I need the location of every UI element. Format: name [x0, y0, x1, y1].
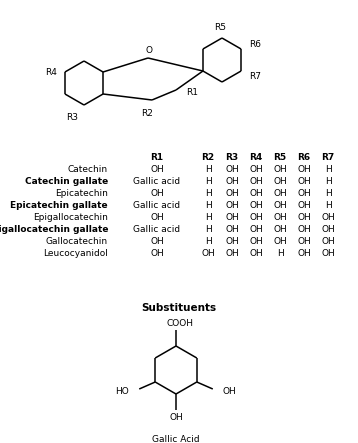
Text: OH: OH — [321, 225, 335, 233]
Text: OH: OH — [297, 249, 311, 257]
Text: OH: OH — [321, 237, 335, 245]
Text: OH: OH — [225, 237, 239, 245]
Text: OH: OH — [150, 213, 164, 222]
Text: H: H — [205, 176, 211, 186]
Text: Epigallocatechin: Epigallocatechin — [33, 213, 108, 222]
Text: OH: OH — [297, 237, 311, 245]
Text: R4: R4 — [45, 67, 57, 77]
Text: OH: OH — [321, 249, 335, 257]
Text: OH: OH — [225, 249, 239, 257]
Text: H: H — [205, 213, 211, 222]
Text: H: H — [205, 237, 211, 245]
Text: H: H — [205, 201, 211, 210]
Text: R6: R6 — [249, 39, 261, 48]
Text: H: H — [325, 176, 332, 186]
Text: Leucocyanidol: Leucocyanidol — [43, 249, 108, 257]
Text: O: O — [145, 46, 153, 54]
Text: H: H — [205, 164, 211, 174]
Text: R4: R4 — [250, 152, 263, 162]
Text: R6: R6 — [297, 152, 310, 162]
Text: OH: OH — [225, 176, 239, 186]
Text: OH: OH — [150, 249, 164, 257]
Text: R2: R2 — [202, 152, 214, 162]
Text: HO: HO — [116, 388, 129, 396]
Text: H: H — [325, 189, 332, 198]
Text: OH: OH — [249, 201, 263, 210]
Text: OH: OH — [150, 164, 164, 174]
Text: OH: OH — [225, 225, 239, 233]
Text: OH: OH — [225, 164, 239, 174]
Text: R2: R2 — [141, 109, 153, 117]
Text: OH: OH — [297, 176, 311, 186]
Text: OH: OH — [225, 213, 239, 222]
Text: OH: OH — [150, 237, 164, 245]
Text: Gallic Acid: Gallic Acid — [152, 435, 200, 443]
Text: OH: OH — [321, 213, 335, 222]
Text: R5: R5 — [274, 152, 286, 162]
Text: OH: OH — [273, 225, 287, 233]
Text: Gallic acid: Gallic acid — [134, 201, 180, 210]
Text: OH: OH — [225, 189, 239, 198]
Text: R3: R3 — [66, 113, 78, 121]
Text: OH: OH — [297, 201, 311, 210]
Text: OH: OH — [249, 164, 263, 174]
Text: OH: OH — [273, 237, 287, 245]
Text: OH: OH — [150, 189, 164, 198]
Text: Catechin gallate: Catechin gallate — [25, 176, 108, 186]
Text: OH: OH — [273, 164, 287, 174]
Text: Epigallocatechin gallate: Epigallocatechin gallate — [0, 225, 108, 233]
Text: Substituents: Substituents — [141, 303, 217, 313]
Text: Catechin: Catechin — [68, 164, 108, 174]
Text: OH: OH — [249, 176, 263, 186]
Text: H: H — [325, 164, 332, 174]
Text: R1: R1 — [186, 88, 198, 97]
Text: Gallic acid: Gallic acid — [134, 225, 180, 233]
Text: OH: OH — [297, 164, 311, 174]
Text: OH: OH — [297, 189, 311, 198]
Text: Epicatechin gallate: Epicatechin gallate — [10, 201, 108, 210]
Text: OH: OH — [249, 237, 263, 245]
Text: OH: OH — [223, 388, 237, 396]
Text: OH: OH — [297, 225, 311, 233]
Text: H: H — [205, 225, 211, 233]
Text: OH: OH — [249, 189, 263, 198]
Text: OH: OH — [297, 213, 311, 222]
Text: Gallocatechin: Gallocatechin — [46, 237, 108, 245]
Text: OH: OH — [273, 176, 287, 186]
Text: OH: OH — [273, 189, 287, 198]
Text: OH: OH — [273, 201, 287, 210]
Text: OH: OH — [249, 249, 263, 257]
Text: H: H — [205, 189, 211, 198]
Text: OH: OH — [273, 213, 287, 222]
Text: R5: R5 — [214, 23, 226, 31]
Text: OH: OH — [201, 249, 215, 257]
Text: R7: R7 — [249, 71, 261, 81]
Text: COOH: COOH — [166, 319, 194, 329]
Text: H: H — [325, 201, 332, 210]
Text: OH: OH — [225, 201, 239, 210]
Text: R1: R1 — [150, 152, 164, 162]
Text: OH: OH — [169, 412, 183, 421]
Text: OH: OH — [249, 225, 263, 233]
Text: Gallic acid: Gallic acid — [134, 176, 180, 186]
Text: H: H — [277, 249, 284, 257]
Text: R7: R7 — [321, 152, 335, 162]
Text: OH: OH — [249, 213, 263, 222]
Text: Epicatechin: Epicatechin — [55, 189, 108, 198]
Text: R3: R3 — [226, 152, 238, 162]
